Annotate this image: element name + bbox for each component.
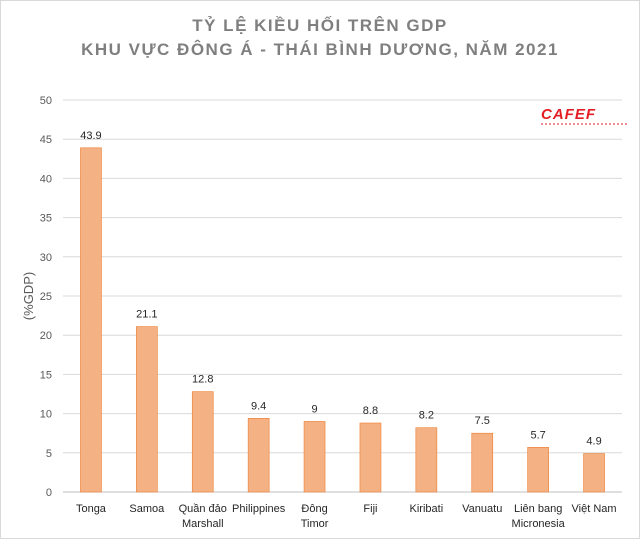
category-label: Tonga (76, 503, 107, 515)
y-tick-label: 50 (40, 95, 52, 107)
y-tick-label: 25 (40, 291, 52, 303)
bar (527, 447, 549, 493)
data-label: 5.7 (531, 429, 546, 441)
category-label: Philippines (232, 503, 286, 515)
y-tick-label: 10 (40, 409, 52, 421)
category-label: Samoa (129, 503, 165, 515)
y-tick-label: 5 (46, 448, 52, 460)
bar (247, 418, 270, 493)
category-label: Liên bang (514, 503, 562, 515)
category-label: Quần đảo (179, 503, 227, 515)
bar (303, 421, 326, 493)
category-label: Timor (301, 518, 329, 530)
data-label: 21.1 (136, 309, 157, 321)
y-tick-label: 0 (46, 487, 52, 499)
bar (415, 427, 438, 493)
chart-title: TỶ LỆ KIỀU HỐI TRÊN GDP (192, 16, 448, 35)
category-label: Vanuatu (462, 503, 502, 515)
y-tick-label: 15 (40, 369, 52, 381)
category-labels: Tonga Samoa Quần đảo Marshall Philippines Đôn… (76, 503, 617, 530)
y-tick-label: 20 (40, 330, 52, 342)
y-axis-label: (%GDP) (21, 272, 36, 320)
data-label: 7.5 (475, 415, 490, 427)
y-axis-ticks: 0 5 10 15 20 25 30 35 40 45 50 (40, 95, 52, 499)
bars (80, 147, 605, 493)
category-label: Marshall (182, 518, 224, 530)
data-label: 9 (311, 403, 317, 415)
bar (583, 453, 605, 493)
data-label: 12.8 (192, 374, 213, 386)
y-tick-label: 40 (40, 173, 52, 185)
chart-subtitle: KHU VỰC ĐÔNG Á - THÁI BÌNH DƯƠNG, NĂM 20… (81, 40, 559, 59)
gridlines (63, 99, 622, 493)
category-label: Đông (301, 503, 327, 515)
bar (80, 147, 102, 493)
category-label: Kiribati (410, 503, 444, 515)
category-label: Việt Nam (572, 503, 617, 515)
bar (471, 432, 494, 493)
data-label: 4.9 (586, 436, 601, 448)
cafef-logo-text: CAFEF (541, 106, 596, 123)
category-label: Micronesia (512, 518, 566, 530)
category-label: Fiji (363, 503, 377, 515)
y-tick-label: 35 (40, 213, 52, 225)
data-label: 8.8 (363, 405, 378, 417)
y-tick-label: 30 (40, 252, 52, 264)
bar (191, 391, 214, 493)
bar (136, 326, 158, 493)
data-label: 43.9 (80, 130, 101, 142)
data-label: 9.4 (251, 400, 266, 412)
cafef-logo: CAFEF (541, 106, 627, 125)
bar (359, 422, 382, 493)
data-label: 8.2 (419, 410, 434, 422)
value-labels: 43.9 21.1 12.8 9.4 9 8.8 8.2 7.5 5.7 4.9 (80, 130, 601, 448)
y-tick-label: 45 (40, 134, 52, 146)
